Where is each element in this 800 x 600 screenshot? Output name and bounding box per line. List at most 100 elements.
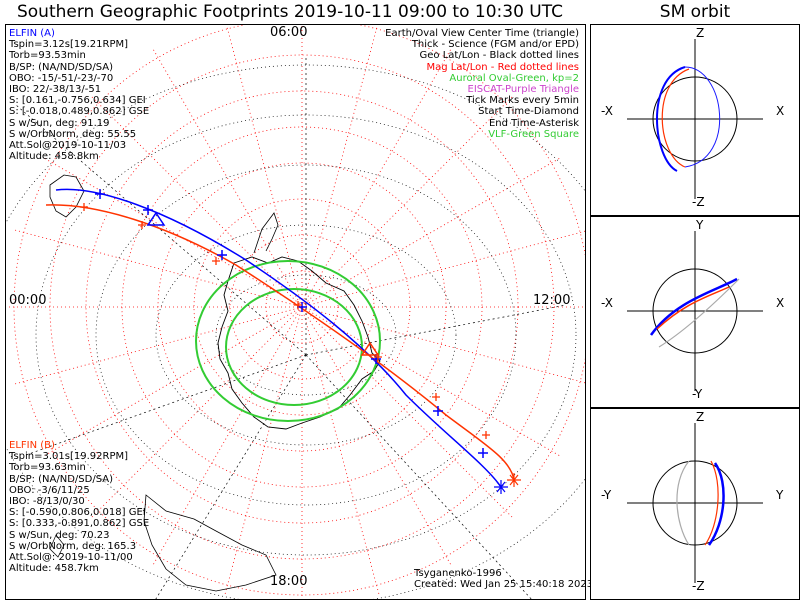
auroral-oval-inner bbox=[225, 288, 363, 406]
mag-lon-line bbox=[301, 306, 585, 384]
elfin-b-tick bbox=[212, 257, 220, 265]
australia-outline bbox=[143, 494, 277, 592]
mlt-label-bottom: 18:00 bbox=[270, 574, 308, 589]
legend-item: Auroral Oval-Green, kp=2 bbox=[449, 72, 579, 84]
earth-circle bbox=[652, 76, 738, 162]
elfin-a-track bbox=[55, 188, 502, 488]
legend: Earth/Oval View Center Time (triangle) T… bbox=[385, 28, 579, 140]
elfin-b-orbit bbox=[704, 460, 719, 546]
axis-label-left: -X bbox=[601, 104, 613, 118]
elfin-b-line: Att.Sol@: 2019-10-11/00 bbox=[9, 552, 133, 564]
created-label: Created: Wed Jan 25 15:40:18 2023 bbox=[414, 579, 594, 591]
mlt-label-left: 00:00 bbox=[9, 293, 47, 308]
geo-lon-line bbox=[15, 104, 307, 356]
orbit-back bbox=[676, 460, 690, 546]
elfin-a-name: ELFIN (A) bbox=[9, 28, 55, 39]
elfin-a-line: Torb=93.53min bbox=[9, 50, 86, 62]
elfin-b-tick bbox=[294, 301, 302, 309]
elfin-a-tick bbox=[95, 189, 105, 199]
elfin-b-line: B/SP: (NA/ND/SD/SA) bbox=[9, 473, 113, 485]
axis-label-right: X bbox=[776, 104, 785, 118]
elfin-b-line: Tspin=3.01s[19.92RPM] bbox=[9, 451, 129, 463]
axis-label-bottom: -Y bbox=[692, 387, 703, 401]
elfin-a-line: S: [0.161,-0.756,0.634] GEI bbox=[9, 95, 146, 107]
elfin-a-line: Altitude: 458.8km bbox=[9, 151, 99, 163]
elfin-b-line: Torb=93.63min bbox=[9, 462, 86, 474]
axis-label-right: Y bbox=[776, 488, 784, 502]
elfin-a-line: IBO: 22/-38/13/-51 bbox=[9, 84, 102, 96]
elfin-a-line: S w/OrbNorm, deg: 55.55 bbox=[9, 128, 137, 140]
mag-lon-line bbox=[301, 306, 515, 520]
mag-lon-line bbox=[41, 156, 303, 308]
elfin-b-line: Altitude: 458.7km bbox=[9, 563, 99, 575]
elfin-a-line: OBO: -15/-51/-23/-70 bbox=[9, 72, 114, 84]
antarctica-coastline bbox=[217, 256, 381, 430]
sm-orbit-panel-yz: Z -Z -Y Y bbox=[590, 408, 800, 600]
elfin-a-tick bbox=[478, 448, 488, 458]
elfin-b-orbit bbox=[661, 68, 690, 168]
orbit-plot-yz bbox=[627, 423, 763, 583]
mlt-label-top: 06:00 bbox=[270, 25, 308, 40]
elfin-a-line: S w/Sun, deg: 91.19 bbox=[9, 117, 110, 129]
elfin-a-orbit bbox=[649, 277, 738, 336]
elfin-a-line: Tspin=3.12s[19.21RPM] bbox=[9, 39, 129, 51]
elfin-a-tick bbox=[217, 250, 227, 260]
elfin-a-tick bbox=[433, 406, 443, 416]
axis-label-right: X bbox=[776, 296, 785, 310]
earth-circle bbox=[652, 268, 738, 354]
geo-lat-circle bbox=[35, 114, 577, 556]
mag-lon-line bbox=[223, 306, 303, 597]
orbit-back bbox=[684, 66, 720, 168]
orbit-plot-xz bbox=[627, 39, 763, 199]
axis-label-left: -Y bbox=[601, 488, 612, 502]
elfin-b-orbit bbox=[656, 286, 730, 330]
mag-lon-line bbox=[301, 306, 381, 597]
legend-item: EISCAT-Purple Triangle bbox=[467, 84, 580, 96]
elfin-b-tick bbox=[80, 203, 88, 211]
legend-item: Earth/Oval View Center Time (triangle) bbox=[385, 28, 579, 39]
axis-label-top: Z bbox=[696, 410, 705, 424]
earth-circle bbox=[652, 460, 738, 546]
geo-lat-circle bbox=[155, 224, 457, 446]
elfin-b-tick bbox=[482, 431, 490, 439]
axis-label-left: -X bbox=[601, 296, 613, 310]
orbit-plot-xy bbox=[627, 231, 763, 391]
mlt-label-right: 12:00 bbox=[533, 293, 571, 308]
geo-lat-circle bbox=[95, 164, 517, 506]
end-asterisk bbox=[494, 480, 508, 494]
map-group bbox=[6, 25, 585, 599]
elfin-a-info: ELFIN (A) Tspin=3.12s[19.21RPM] Torb=93.… bbox=[9, 28, 149, 162]
axis-label-top: Y bbox=[696, 218, 704, 232]
elfin-a-orbit bbox=[656, 66, 686, 172]
antarctic-peninsula bbox=[253, 212, 279, 254]
legend-item: Mag Lat/Lon - Red dotted lines bbox=[426, 61, 579, 73]
geo-lon-line bbox=[305, 304, 567, 356]
elfin-b-track bbox=[45, 204, 515, 481]
geo-lon-line bbox=[305, 354, 532, 599]
elfin-b-name: ELFIN (B) bbox=[9, 440, 55, 451]
legend-item: End Time-Asterisk bbox=[488, 117, 579, 129]
elfin-b-line: S: [0.333,-0.891,0.862] GSE bbox=[9, 518, 150, 530]
footprint-map bbox=[6, 25, 585, 599]
sm-orbit-panel-xz: Z -Z -X X bbox=[590, 24, 800, 216]
land-outline bbox=[49, 174, 85, 218]
mag-lon-line bbox=[151, 46, 303, 308]
sm-orbit-panel-xy: Y -Y -X X bbox=[590, 216, 800, 408]
elfin-b-line: IBO: -8/13/0/30 bbox=[9, 496, 85, 508]
mag-lon-line bbox=[301, 156, 563, 308]
elfin-b-line: OBO: -3/6/11/25 bbox=[9, 484, 90, 496]
mag-lon-line bbox=[12, 306, 303, 386]
chart-title: Southern Geographic Footprints 2019-10-1… bbox=[16, 2, 563, 22]
mag-lon-line bbox=[301, 306, 453, 568]
elfin-b-tick bbox=[138, 221, 146, 229]
legend-item: VLF-Green Square bbox=[488, 128, 579, 140]
footprint-map-panel: 06:00 00:00 12:00 18:00 ELFIN (A) Tspin=… bbox=[5, 24, 593, 600]
axis-label-bottom: -Z bbox=[692, 579, 705, 593]
elfin-b-tick bbox=[432, 393, 440, 401]
view-center-triangle bbox=[360, 341, 380, 356]
legend-item: Thick - Science (FGM and/or EPD) bbox=[411, 39, 579, 51]
elfin-a-line: Att.Sol@2019-10-11/03 bbox=[9, 140, 127, 152]
legend-item: Tick Marks every 5min bbox=[466, 95, 579, 107]
elfin-b-line: S w/Sun, deg: 70.23 bbox=[9, 529, 110, 541]
elfin-b-info: ELFIN (B) Tspin=3.01s[19.92RPM] Torb=93.… bbox=[9, 440, 149, 574]
